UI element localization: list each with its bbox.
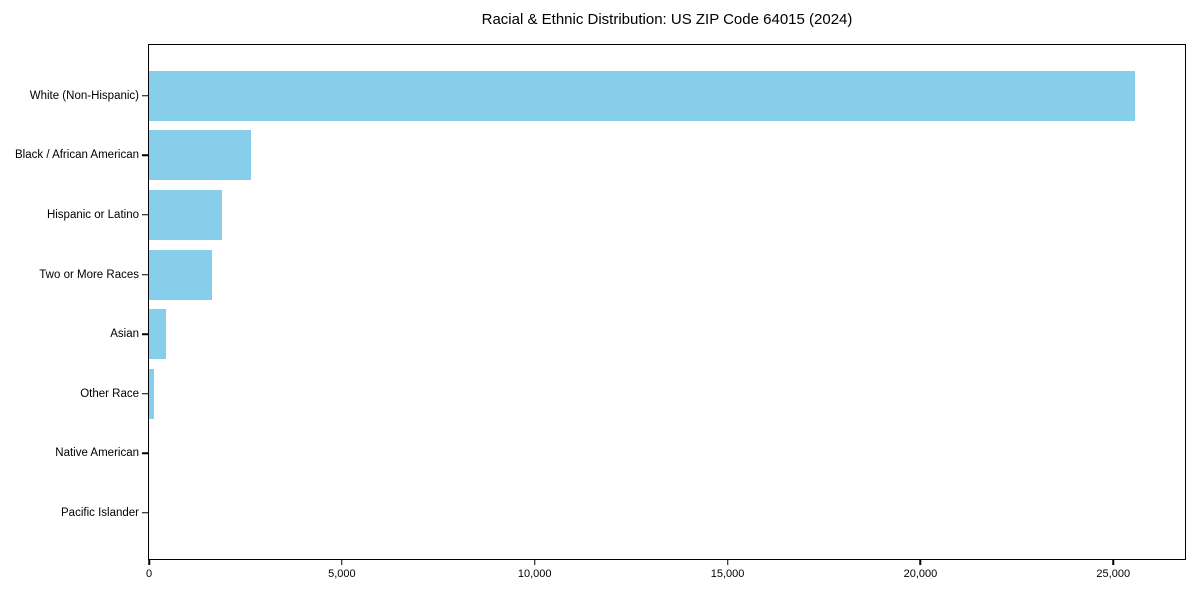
category-label: Pacific Islander: [61, 506, 139, 519]
y-axis-tick: [142, 95, 148, 97]
bar-row: Pacific Islander: [61, 483, 1185, 543]
bar-row: Other Race: [80, 364, 1185, 424]
y-axis-tick: [142, 333, 148, 335]
category-label: Black / African American: [15, 149, 139, 162]
x-axis-tick: [1112, 559, 1114, 565]
chart-title: Racial & Ethnic Distribution: US ZIP Cod…: [481, 11, 853, 28]
y-axis-tick: [142, 273, 148, 276]
x-axis-tick-label: 15,000: [710, 568, 745, 580]
x-axis-tick-label: 25,000: [1096, 568, 1131, 580]
x-axis-tick: [341, 559, 343, 565]
bar: [149, 130, 251, 181]
bar-row: Asian: [110, 304, 1185, 364]
bar: [149, 70, 1136, 121]
bar: [149, 368, 154, 419]
x-axis-tick-label: 5,000: [328, 568, 356, 580]
category-label: Asian: [110, 328, 139, 341]
plot-area: White (Non-Hispanic) Black / African Ame…: [15, 44, 1186, 580]
x-axis-tick-label: 20,000: [903, 568, 938, 580]
bar-row: White (Non-Hispanic): [30, 66, 1185, 126]
category-label: Two or More Races: [39, 268, 139, 281]
bar: [149, 309, 166, 360]
category-label: Hispanic or Latino: [46, 208, 139, 221]
x-axis-tick: [148, 559, 150, 565]
category-label: Other Race: [80, 387, 139, 400]
bar-row: Native American: [55, 424, 1185, 484]
bar-row: Black / African American: [15, 126, 1185, 186]
y-axis-tick: [142, 512, 148, 514]
category-label: White (Non-Hispanic): [29, 89, 139, 102]
x-axis-tick: [919, 559, 922, 565]
x-axis-tick: [533, 559, 536, 565]
bar: [149, 249, 212, 300]
x-axis-tick-label: 10,000: [517, 568, 552, 580]
bar-rows: White (Non-Hispanic) Black / African Ame…: [15, 45, 1185, 559]
x-axis-tick: [726, 559, 729, 565]
x-axis-tick-label: 0: [145, 568, 153, 580]
y-axis-tick: [142, 393, 148, 395]
bar: [149, 189, 222, 240]
y-axis-tick: [142, 214, 148, 216]
bar-row: Two or More Races: [39, 245, 1185, 305]
category-label: Native American: [55, 447, 139, 460]
y-axis-tick: [142, 154, 148, 157]
bar-row: Hispanic or Latino: [47, 185, 1185, 245]
y-axis-tick: [142, 452, 148, 455]
